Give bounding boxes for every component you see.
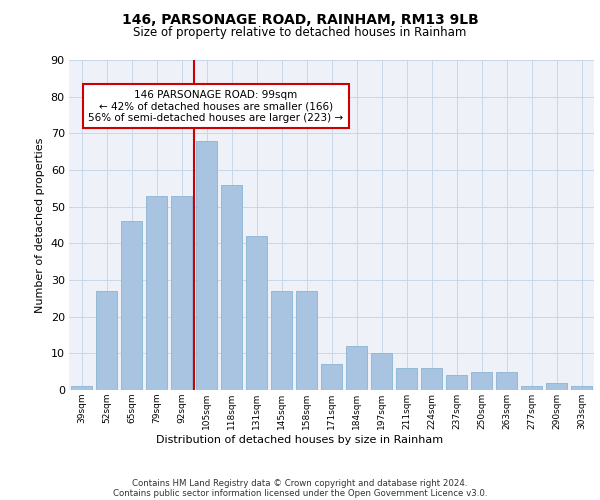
- Bar: [196, 140, 217, 390]
- Bar: [446, 376, 467, 390]
- Bar: [321, 364, 342, 390]
- Bar: [496, 372, 517, 390]
- Bar: [96, 291, 117, 390]
- Bar: [71, 386, 92, 390]
- Bar: [146, 196, 167, 390]
- Bar: [346, 346, 367, 390]
- Text: 146 PARSONAGE ROAD: 99sqm
← 42% of detached houses are smaller (166)
56% of semi: 146 PARSONAGE ROAD: 99sqm ← 42% of detac…: [88, 90, 344, 123]
- Bar: [421, 368, 442, 390]
- Text: Contains HM Land Registry data © Crown copyright and database right 2024.: Contains HM Land Registry data © Crown c…: [132, 478, 468, 488]
- Bar: [171, 196, 192, 390]
- Bar: [471, 372, 492, 390]
- Bar: [396, 368, 417, 390]
- Text: 146, PARSONAGE ROAD, RAINHAM, RM13 9LB: 146, PARSONAGE ROAD, RAINHAM, RM13 9LB: [122, 12, 478, 26]
- Bar: [521, 386, 542, 390]
- Bar: [121, 222, 142, 390]
- Bar: [546, 382, 567, 390]
- Text: Distribution of detached houses by size in Rainham: Distribution of detached houses by size …: [157, 435, 443, 445]
- Bar: [271, 291, 292, 390]
- Bar: [246, 236, 267, 390]
- Y-axis label: Number of detached properties: Number of detached properties: [35, 138, 45, 312]
- Text: Size of property relative to detached houses in Rainham: Size of property relative to detached ho…: [133, 26, 467, 39]
- Bar: [371, 354, 392, 390]
- Bar: [221, 184, 242, 390]
- Text: Contains public sector information licensed under the Open Government Licence v3: Contains public sector information licen…: [113, 488, 487, 498]
- Bar: [296, 291, 317, 390]
- Bar: [571, 386, 592, 390]
